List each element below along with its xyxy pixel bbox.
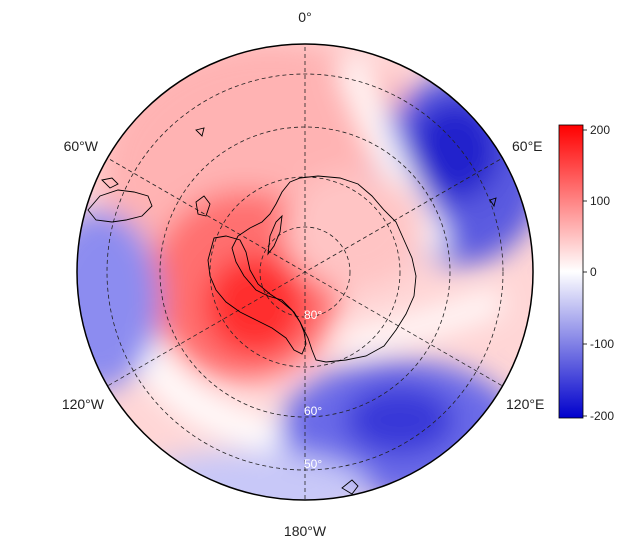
colorbar-tick-100: 100 — [590, 194, 610, 208]
graticule — [103, 44, 507, 500]
label-lat-60: 60° — [304, 404, 322, 418]
label-lon-120w: 120°W — [62, 396, 105, 412]
label-lon-60w: 60°W — [64, 138, 99, 154]
label-lon-0: 0° — [298, 9, 311, 25]
longitude-labels: 0° 180°W 60°W 60°E 120°W 120°E — [62, 9, 544, 539]
latitude-circle-70 — [209, 176, 401, 368]
meridian-60e-120w — [103, 155, 507, 389]
latitude-circle-60 — [159, 126, 451, 418]
label-lon-120e: 120°E — [506, 396, 544, 412]
colorbar-gradient — [558, 124, 584, 419]
colorbar: 200 100 0 -100 -200 — [558, 123, 614, 423]
label-lat-50: 50° — [304, 457, 322, 471]
antarctica-coastline — [87, 127, 497, 495]
label-lon-180w: 180°W — [284, 523, 327, 539]
label-lon-60e: 60°E — [512, 138, 543, 154]
colorbar-tick-neg200: -200 — [590, 409, 614, 423]
colorbar-tick-neg100: -100 — [590, 337, 614, 351]
map-boundary — [76, 43, 534, 501]
colorbar-tick-0: 0 — [590, 265, 597, 279]
label-lat-80: 80° — [304, 308, 322, 322]
latitude-labels: 80° 60° 50° — [304, 308, 322, 471]
colorbar-tick-200: 200 — [590, 123, 610, 137]
